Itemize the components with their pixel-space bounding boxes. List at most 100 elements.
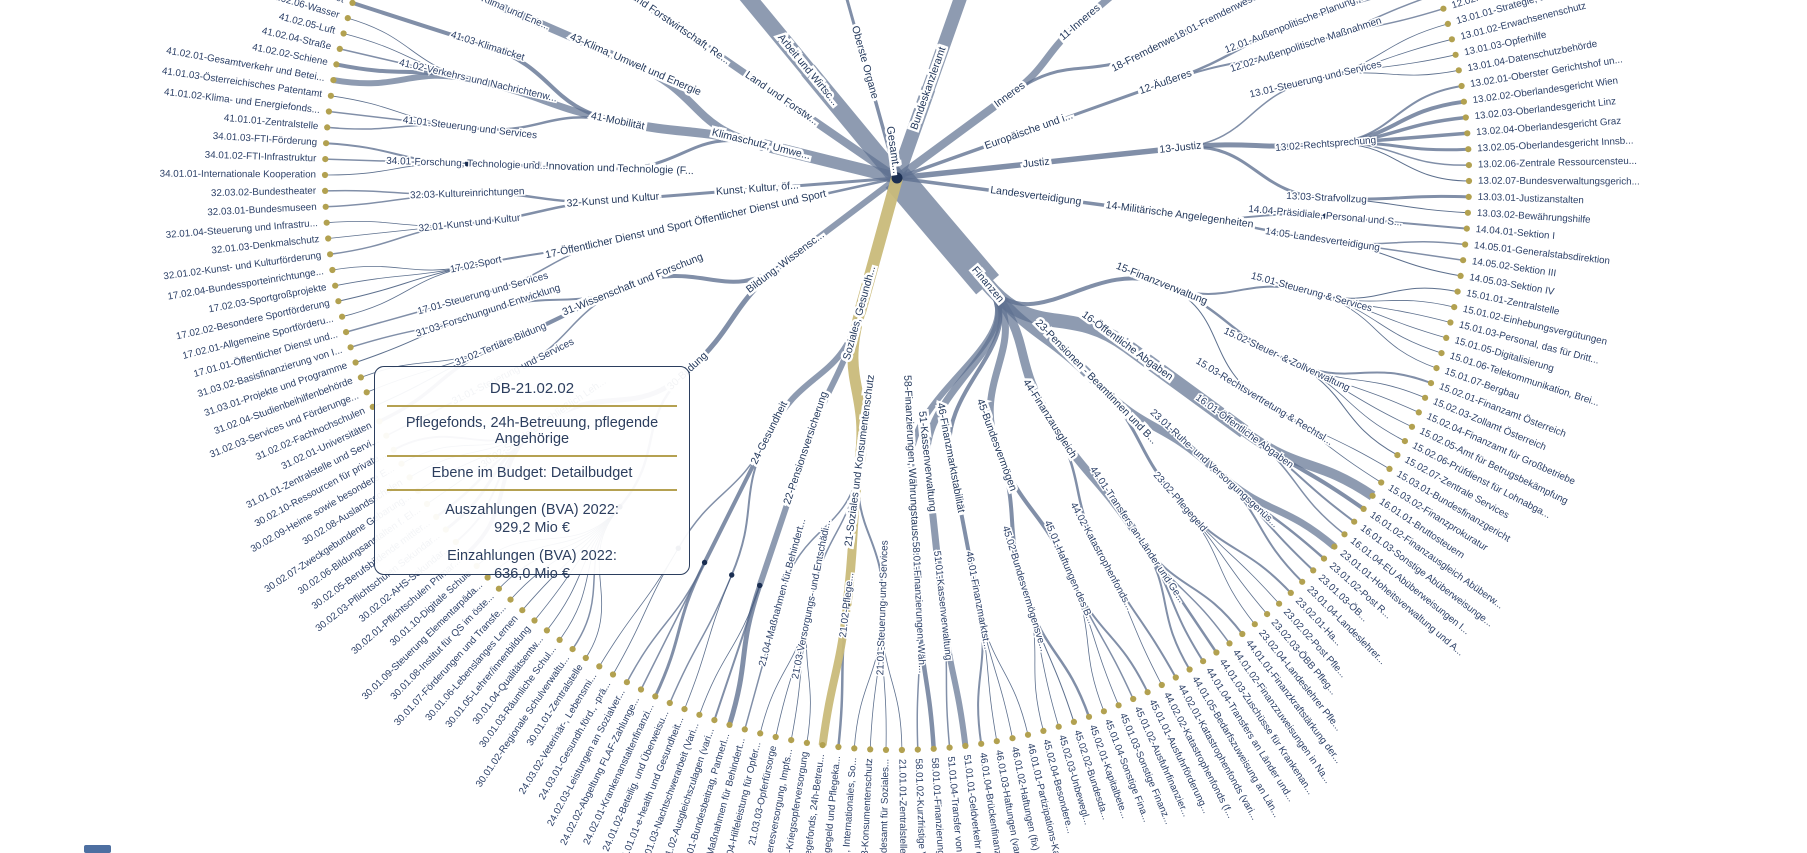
flow-link[interactable]	[779, 95, 900, 182]
flow-link[interactable]	[1068, 571, 1134, 700]
flow-link[interactable]	[948, 457, 980, 601]
flow-link[interactable]	[335, 264, 476, 287]
internal-node-dot[interactable]	[1177, 499, 1183, 505]
flow-link[interactable]	[618, 206, 761, 241]
flow-link[interactable]	[632, 260, 787, 287]
flow-link[interactable]	[326, 220, 470, 227]
leaf-node-dot[interactable]	[1463, 225, 1470, 232]
flow-link[interactable]	[699, 585, 761, 715]
internal-node-dot[interactable]	[779, 589, 786, 596]
flow-link[interactable]	[1035, 145, 1181, 166]
internal-node-dot[interactable]	[758, 141, 764, 148]
internal-node-dot[interactable]	[925, 85, 932, 92]
leaf-node-dot[interactable]	[343, 329, 350, 336]
globalbudget-label[interactable]: 43.01-Klima und Ene...	[452, 0, 553, 34]
internal-node-dot[interactable]	[632, 62, 639, 68]
internal-node-dot[interactable]	[1322, 213, 1329, 219]
category-label[interactable]: Soziales, Gesundh...	[838, 262, 880, 364]
leaf-node-dot[interactable]	[1457, 272, 1464, 279]
leaf-node-dot[interactable]	[556, 636, 563, 644]
internal-node-dot[interactable]	[1319, 237, 1326, 243]
globalbudget-label[interactable]: 45.02-Bundesvermögensve...	[998, 523, 1050, 654]
internal-node-dot[interactable]	[779, 95, 785, 102]
leaf-node-dot[interactable]	[363, 389, 370, 396]
leaf-node-dot[interactable]	[1422, 394, 1429, 401]
flow-link[interactable]	[482, 238, 619, 295]
flow-link[interactable]	[1008, 48, 1153, 97]
leaf-node-dot[interactable]	[1378, 479, 1385, 486]
leaf-node-dot[interactable]	[1009, 735, 1016, 742]
flow-link[interactable]	[1325, 215, 1467, 230]
flow-link[interactable]	[469, 116, 618, 131]
leaf-node-dot[interactable]	[1100, 708, 1107, 715]
leaf-node-dot[interactable]	[1320, 555, 1328, 562]
flow-link[interactable]	[757, 176, 898, 191]
flow-link[interactable]	[1311, 287, 1458, 299]
internal-node-dot[interactable]	[729, 572, 735, 578]
leaf-node-dot[interactable]	[1433, 365, 1440, 372]
flow-link[interactable]	[1161, 283, 1265, 403]
leaf-node-dot[interactable]	[1276, 600, 1283, 607]
leaf-node-dot[interactable]	[696, 711, 703, 718]
leaf-label[interactable]: 41.01.01-Zentralstelle	[222, 111, 321, 133]
globalbudget-label[interactable]: 41.03-Klimaticket	[448, 28, 528, 65]
flow-link[interactable]	[1179, 213, 1326, 220]
flow-link[interactable]	[977, 600, 1029, 735]
leaf-node-dot[interactable]	[1465, 177, 1473, 185]
leaf-node-dot[interactable]	[757, 730, 764, 737]
leaf-node-dot[interactable]	[726, 721, 733, 729]
flow-link[interactable]	[328, 223, 470, 239]
globalbudget-label[interactable]: 58.01-Finanzierungen, Wäh...	[908, 540, 929, 675]
leaf-node-dot[interactable]	[609, 671, 617, 678]
leaf-node-dot[interactable]	[1024, 731, 1032, 738]
globalbudget-label[interactable]: 34.01-Forschung, Technologie und...	[384, 154, 549, 173]
untergliederung-label[interactable]: 34-Innovation und Technologie (F...	[528, 157, 697, 179]
category-label[interactable]: Oberste Organe	[847, 22, 884, 103]
flow-link[interactable]	[1218, 0, 1407, 17]
leaf-node-dot[interactable]	[1070, 718, 1077, 726]
leaf-node-dot[interactable]	[803, 739, 811, 747]
internal-node-dot[interactable]	[701, 559, 708, 566]
globalbudget-label[interactable]: 13.03-Strafvollzug	[1284, 189, 1368, 207]
globalbudget-label[interactable]: 41.02-Verkehrs- und Nachrichtenw...	[397, 56, 560, 106]
leaf-node-dot[interactable]	[681, 706, 688, 713]
leaf-node-dot[interactable]	[484, 574, 491, 581]
leaf-node-dot[interactable]	[1331, 543, 1338, 550]
flow-link[interactable]	[669, 574, 733, 704]
flow-link[interactable]	[1161, 282, 1312, 295]
internal-node-dot[interactable]	[844, 602, 850, 608]
internal-node-dot[interactable]	[1323, 195, 1330, 201]
leaf-node-dot[interactable]	[1447, 319, 1454, 326]
flow-link[interactable]	[1218, 0, 1414, 17]
flow-link[interactable]	[885, 168, 1000, 295]
untergliederung-label[interactable]: 14-Militärische Angelegenheiten	[1103, 197, 1257, 233]
flow-link[interactable]	[1046, 416, 1141, 537]
leaf-node-dot[interactable]	[1351, 518, 1358, 525]
leaf-node-dot[interactable]	[1455, 67, 1462, 74]
flow-link[interactable]	[1028, 80, 1167, 133]
leaf-node-dot[interactable]	[596, 663, 603, 670]
flow-link[interactable]	[345, 293, 484, 333]
internal-node-dot[interactable]	[1098, 553, 1105, 559]
internal-node-dot[interactable]	[464, 161, 470, 167]
leaf-label[interactable]: 58.01.02-Kurzfristige Verpflich...	[911, 757, 930, 853]
flow-link[interactable]	[1311, 292, 1447, 339]
flow-link[interactable]	[1315, 23, 1449, 80]
flow-link[interactable]	[727, 584, 763, 726]
globalbudget-label[interactable]: 13.02-Rechtsprechung	[1273, 134, 1378, 156]
leaf-label[interactable]: 32.03.01-Bundesmuseen	[206, 200, 319, 220]
leaf-node-dot[interactable]	[322, 203, 329, 210]
leaf-node-dot[interactable]	[582, 654, 589, 662]
leaf-node-dot[interactable]	[1239, 630, 1246, 638]
internal-node-dot[interactable]	[1093, 379, 1099, 385]
leaf-node-dot[interactable]	[711, 717, 718, 724]
flow-link[interactable]	[896, 160, 1037, 181]
flow-link[interactable]	[744, 592, 784, 730]
internal-node-dot[interactable]	[757, 582, 763, 589]
internal-node-dot[interactable]	[615, 118, 621, 125]
internal-node-dot[interactable]	[993, 442, 1000, 448]
internal-node-dot[interactable]	[808, 596, 815, 603]
internal-node-dot[interactable]	[466, 220, 473, 227]
leaf-node-dot[interactable]	[321, 171, 329, 179]
internal-node-dot[interactable]	[610, 197, 616, 203]
